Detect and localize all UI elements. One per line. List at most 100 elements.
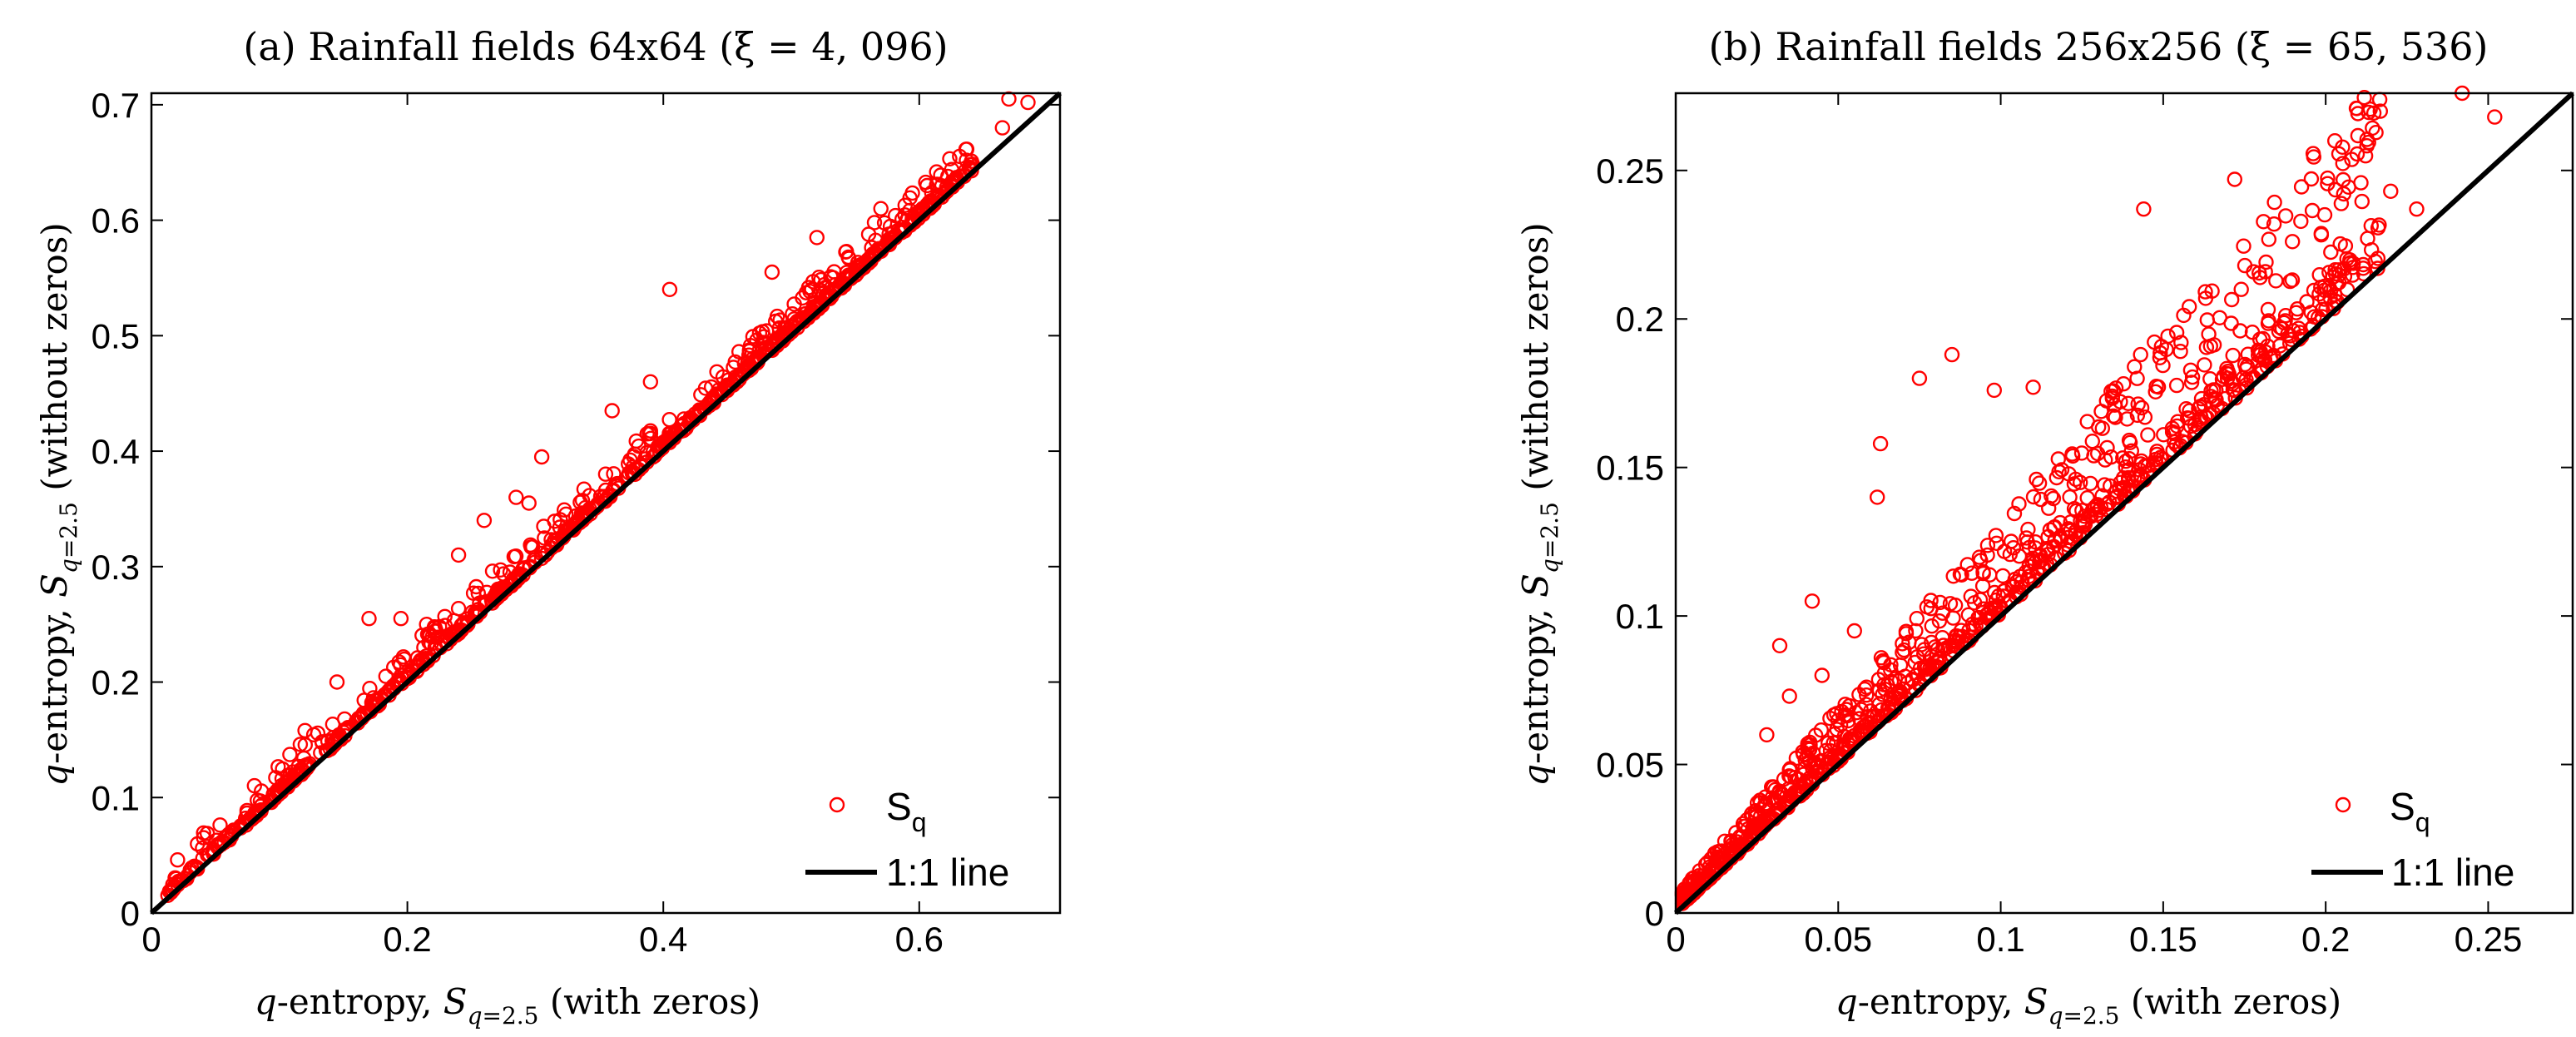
data-point: [2256, 214, 2271, 230]
panel-b: (b) Rainfall fields 256x256 (ξ = 65, 536…: [1515, 24, 2575, 1030]
data-point: [2341, 256, 2357, 271]
panel-b-axes-box: [1674, 92, 2574, 915]
data-point: [2173, 335, 2189, 350]
data-point: [897, 197, 914, 213]
data-point: [2348, 100, 2365, 117]
panel-a: (a) Rainfall fields 64x64 (ξ = 4, 096) q…: [34, 24, 1063, 1030]
y-tick-label: 0.6: [92, 201, 140, 241]
data-point: [839, 244, 855, 260]
panel-a-points: [160, 91, 1036, 904]
data-point: [2149, 446, 2165, 463]
data-point: [2133, 399, 2150, 416]
data-point: [2311, 286, 2327, 302]
data-point: [2164, 424, 2181, 440]
data-point: [2316, 206, 2333, 223]
data-point: [2192, 411, 2207, 428]
data-point: [1814, 667, 1830, 683]
data-point: [1898, 626, 1915, 642]
x-tick-label: 0.15: [2129, 920, 2197, 959]
data-point: [628, 433, 644, 449]
data-point: [1954, 567, 1969, 583]
data-point: [2028, 534, 2043, 550]
data-point: [2202, 338, 2219, 355]
data-point: [212, 817, 228, 833]
data-point: [1972, 592, 1989, 608]
data-point: [1749, 816, 1765, 832]
data-point: [470, 585, 486, 602]
data-point: [1886, 689, 1903, 705]
data-point: [393, 657, 409, 672]
svg-text:q-entropy, Sq=2.5 (with zeros): q-entropy, Sq=2.5 (with zeros): [1835, 981, 2341, 1030]
data-point: [1927, 658, 1943, 674]
data-point: [2227, 383, 2243, 399]
data-point: [676, 423, 691, 439]
data-point: [1991, 599, 2007, 615]
svg-text:q-entropy, Sq=2.5 (with zeros): q-entropy, Sq=2.5 (with zeros): [255, 981, 760, 1030]
data-point: [2048, 469, 2065, 486]
data-point: [1880, 677, 1895, 693]
data-point: [493, 562, 508, 578]
data-point: [1837, 697, 1853, 712]
data-point: [1788, 750, 1805, 767]
data-point: [1979, 538, 1996, 553]
data-point: [2076, 514, 2092, 530]
data-point: [933, 167, 949, 183]
panel-b-legend-marker: [2335, 796, 2351, 813]
data-point: [2316, 291, 2333, 307]
data-point: [2260, 315, 2276, 331]
data-point: [1832, 717, 1849, 733]
data-point: [942, 151, 958, 167]
data-point: [2321, 265, 2337, 280]
data-point: [1813, 722, 1830, 738]
data-point: [523, 537, 538, 553]
data-point: [2313, 227, 2330, 243]
data-point: [2223, 315, 2239, 331]
data-point: [1945, 610, 1961, 626]
data-point: [2365, 105, 2382, 122]
data-point: [2182, 410, 2197, 426]
data-point: [2372, 103, 2389, 119]
data-point: [2066, 476, 2083, 492]
data-point: [2115, 376, 2132, 392]
panel-b-points: [1674, 85, 2503, 911]
data-point: [2333, 196, 2350, 211]
data-point: [1740, 821, 1756, 837]
data-point: [2237, 257, 2253, 274]
data-point: [1942, 596, 1959, 612]
data-point: [2323, 244, 2339, 260]
data-point: [2350, 127, 2366, 144]
data-point: [2335, 156, 2351, 171]
y-tick-label: 0.7: [92, 86, 140, 125]
data-point: [2409, 201, 2425, 217]
x-tick-label: 0.4: [639, 920, 687, 959]
data-point: [2304, 202, 2321, 219]
y-tick-label: 0.5: [92, 316, 140, 355]
data-point: [2336, 186, 2352, 202]
panel-b-title: (b) Rainfall fields 256x256 (ξ = 65, 536…: [1709, 24, 2489, 69]
data-point: [823, 269, 839, 285]
data-point: [1781, 688, 1797, 704]
data-point: [1934, 630, 1950, 646]
panel-b-xlabel: q-entropy, Sq=2.5 (with zeros): [1835, 981, 2341, 1030]
data-point: [1813, 752, 1830, 769]
data-point: [2306, 149, 2322, 165]
data-point: [2127, 359, 2143, 375]
data-point: [2021, 558, 2037, 574]
x-tick-label: 0.6: [895, 920, 944, 959]
data-point: [1822, 710, 1838, 727]
data-point: [929, 164, 944, 180]
data-point: [2331, 267, 2347, 283]
data-point: [2024, 550, 2041, 566]
data-point: [2152, 449, 2168, 465]
data-point: [1901, 634, 1917, 650]
data-point: [484, 595, 500, 611]
data-point: [1873, 650, 1890, 666]
data-point: [557, 502, 572, 518]
data-point: [2320, 176, 2336, 191]
panel-a-axes-box: [150, 92, 1062, 915]
data-point: [2050, 451, 2067, 467]
data-point: [573, 505, 590, 521]
data-point: [2140, 427, 2156, 443]
data-point: [2147, 384, 2163, 399]
